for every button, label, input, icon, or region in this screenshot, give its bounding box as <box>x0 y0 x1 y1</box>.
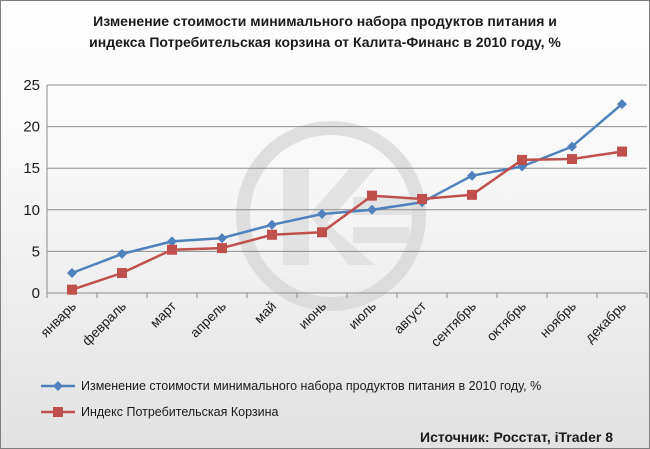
series-1-point <box>267 219 277 230</box>
series-2-point <box>467 189 477 200</box>
series-2 <box>67 146 627 295</box>
series-1-point <box>317 208 327 219</box>
series-2-point <box>67 284 77 295</box>
series-1-point <box>367 204 377 215</box>
series-2-point <box>217 243 227 254</box>
x-tick-label: март <box>147 299 179 331</box>
x-tick-label: декабрь <box>582 299 629 346</box>
x-tick-label: сентябрь <box>428 299 479 350</box>
y-tick-label: 10 <box>23 202 40 219</box>
source-note: Источник: Росстат, iTrader 8 <box>420 429 613 445</box>
series-1-point <box>617 99 627 110</box>
y-tick-label: 15 <box>23 160 40 177</box>
legend-label-series-1: Изменение стоимости минимального набора … <box>81 379 541 393</box>
series-2-point <box>117 268 127 279</box>
watermark-f-bar-top <box>353 197 423 215</box>
legend-label-series-2: Индекс Потребительская Корзина <box>81 405 279 419</box>
series-2-point <box>167 244 177 255</box>
legend-marker-series-1 <box>53 381 63 391</box>
y-tick-label: 0 <box>32 285 40 302</box>
x-tick-label: январь <box>38 299 80 341</box>
y-tick-label: 5 <box>32 243 40 260</box>
series-1-point <box>117 248 127 259</box>
legend-marker-series-2 <box>53 407 63 417</box>
series-2-point <box>367 190 377 201</box>
x-tick-label: апрель <box>187 299 229 341</box>
x-tick-label: ноябрь <box>537 299 579 341</box>
legend: Изменение стоимости минимального набора … <box>41 379 541 419</box>
series-1-point <box>467 170 477 181</box>
watermark-ring <box>236 121 426 311</box>
series-1-point <box>167 236 177 247</box>
series-2-line <box>71 150 623 291</box>
series-2-point <box>517 154 527 165</box>
watermark-f-bar-mid <box>353 227 409 243</box>
axes <box>46 85 648 298</box>
y-tick-label: 20 <box>23 119 40 136</box>
kf-logo-watermark <box>236 121 426 311</box>
chart-title-line-2: индекса Потребительская корзина от Калит… <box>89 34 561 50</box>
series-1-point <box>567 141 577 152</box>
x-tick-label: май <box>251 299 279 327</box>
series-group <box>67 99 627 295</box>
series-2-point <box>317 227 327 238</box>
y-tick-label: 25 <box>23 77 40 94</box>
series-2-point <box>417 193 427 204</box>
y-axis-ticks: 0 5 10 15 20 25 <box>23 77 40 302</box>
chart-title-line-1: Изменение стоимости минимального набора … <box>93 13 557 29</box>
series-1-point <box>217 233 227 244</box>
x-tick-label: февраль <box>79 299 129 349</box>
series-1-point <box>67 268 77 279</box>
gridlines <box>47 84 647 252</box>
series-2-point <box>267 229 277 240</box>
series-2-point <box>617 146 627 157</box>
series-2-point <box>567 154 577 165</box>
series-1-line <box>71 103 623 275</box>
x-tick-label: август <box>391 299 429 337</box>
x-tick-label: октябрь <box>484 299 529 344</box>
